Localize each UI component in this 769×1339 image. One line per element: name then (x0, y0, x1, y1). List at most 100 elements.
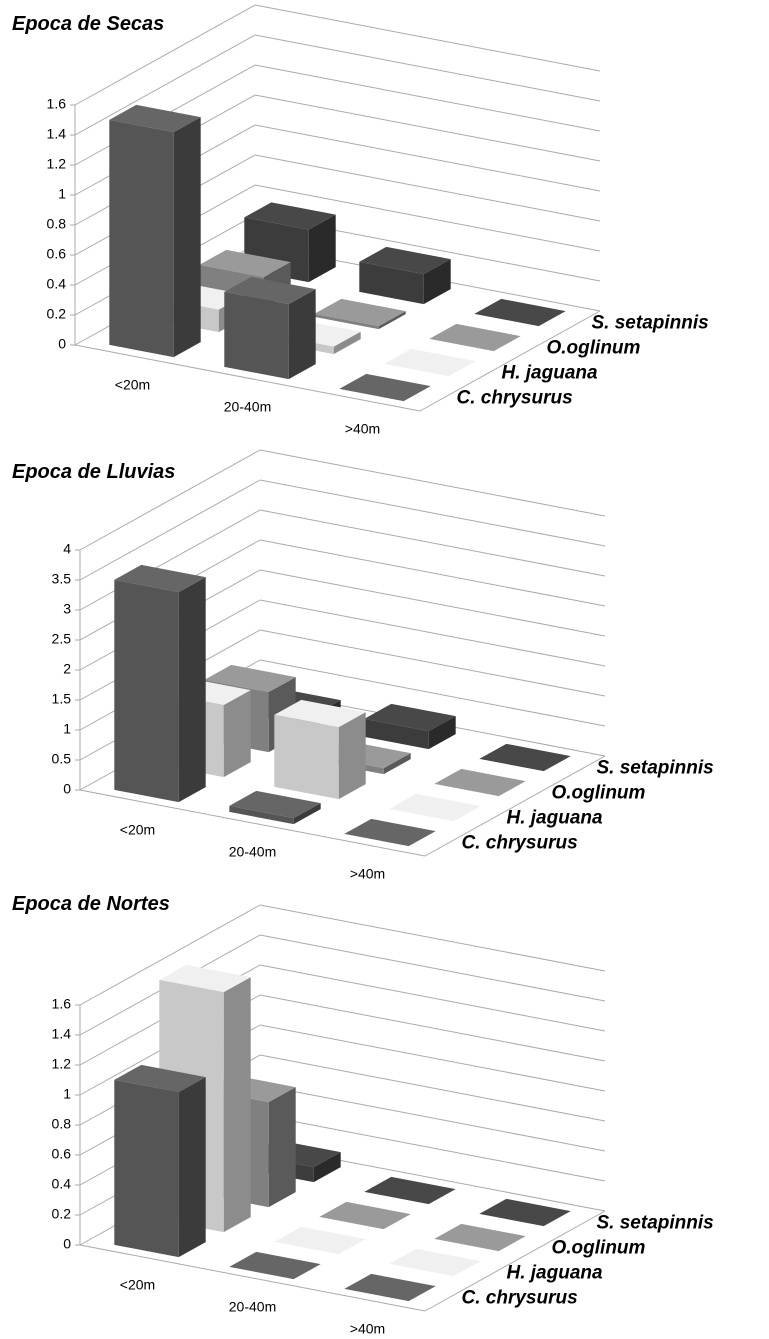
bar-front (109, 119, 174, 358)
chart: Epoca de Nortes 0 0.2 0.4 0.6 0.8 1 1.2 1.4 1.6 <2… (12, 893, 714, 1337)
grid-line (259, 569, 606, 637)
bar-side (428, 716, 456, 750)
bar (479, 1198, 571, 1227)
bar-top (479, 1198, 571, 1227)
bar-front (114, 579, 179, 803)
bar-side (333, 331, 361, 355)
y-tick-label: 3 (63, 601, 71, 617)
axis-line (424, 1210, 606, 1312)
y-tick-label: 1.2 (52, 1056, 72, 1072)
bar (114, 564, 206, 803)
bar (319, 1201, 411, 1230)
y-tick-label: 0.8 (47, 216, 67, 232)
series-label: C. chrysurus (457, 388, 573, 409)
y-tick-label: 1.5 (52, 691, 72, 707)
bar-top (224, 276, 316, 305)
grid-line (254, 184, 601, 252)
bar (389, 793, 481, 822)
bar-top (474, 298, 566, 327)
axis-line (74, 344, 421, 412)
bar (364, 703, 456, 750)
bar-side (178, 1077, 206, 1258)
bar (114, 1064, 206, 1258)
x-tick-label: <20m (120, 1277, 155, 1293)
bar-top (359, 246, 451, 275)
bar-top (114, 564, 206, 593)
bar-side (223, 977, 251, 1233)
bar (434, 768, 526, 797)
x-tick-label: >40m (350, 1321, 385, 1337)
y-tick-label: 0.5 (52, 751, 72, 767)
grid-line (254, 124, 601, 192)
bar-top (199, 249, 291, 278)
y-tick-label: 1.4 (47, 126, 67, 142)
y-tick-label: 4 (63, 541, 71, 557)
grid-line (259, 1084, 606, 1152)
y-tick-label: 0.4 (52, 1176, 72, 1192)
series-label: O.oglinum (552, 1238, 646, 1259)
chart-title: Epoca de Nortes (12, 893, 170, 915)
y-tick-label: 1.2 (47, 156, 67, 172)
bar (109, 104, 201, 358)
bar-side (338, 712, 366, 800)
bar-front (224, 291, 289, 380)
bar-front (114, 1079, 179, 1258)
grid-line (259, 964, 606, 1032)
bar-front (364, 718, 429, 750)
x-tick-label: 20-40m (229, 1299, 276, 1315)
bar-top (479, 743, 571, 772)
bar (224, 276, 316, 380)
bar-front (314, 313, 379, 330)
y-tick-label: 2.5 (52, 631, 72, 647)
x-tick-label: 20-40m (229, 844, 276, 860)
series-label: H. jaguana (507, 1263, 604, 1284)
y-tick-label: 0 (58, 336, 66, 352)
bar-top (434, 1223, 526, 1252)
chart-title: Epoca de Lluvias (12, 461, 175, 483)
bar-top (274, 699, 366, 728)
bar-top (319, 1201, 411, 1230)
bar-top (114, 1064, 206, 1093)
bar (384, 348, 476, 377)
grid-line (259, 509, 606, 577)
bar-side (223, 690, 251, 778)
y-tick-label: 2 (63, 661, 71, 677)
series-label: C. chrysurus (462, 1288, 578, 1309)
grid-line (259, 599, 606, 667)
grid-line (74, 4, 256, 106)
bar-side (308, 214, 336, 283)
series-label: H. jaguana (507, 808, 604, 829)
bar-top (204, 664, 296, 693)
bar-top (109, 104, 201, 133)
bar-top (384, 348, 476, 377)
bar-front (359, 261, 424, 305)
bar-side (383, 753, 411, 775)
bar-top (339, 373, 431, 402)
bar (474, 298, 566, 327)
bar-side (173, 117, 201, 358)
bar (364, 1176, 456, 1205)
grid-line (259, 659, 606, 727)
bar-top (229, 790, 321, 819)
bar (479, 743, 571, 772)
series-label: O.oglinum (547, 338, 641, 359)
axis-line (79, 789, 426, 857)
y-tick-label: 1 (63, 721, 71, 737)
bar (229, 1251, 321, 1280)
bar-top (389, 793, 481, 822)
grid-line (259, 479, 606, 547)
bar-side (293, 803, 321, 825)
bar (339, 373, 431, 402)
bar-top (434, 768, 526, 797)
y-tick-label: 0.6 (52, 1146, 72, 1162)
bar-top (159, 964, 251, 993)
bar-front (274, 714, 339, 800)
y-tick-label: 1 (58, 186, 66, 202)
chart: Epoca de Lluvias 0 0.5 1 1.5 2 2.5 3 3.5 4 <20m 20-… (12, 449, 714, 882)
grid-line (259, 1054, 606, 1122)
bar-side (313, 1152, 341, 1183)
y-tick-label: 0 (63, 781, 71, 797)
y-tick-label: 1.4 (52, 1026, 72, 1042)
x-tick-label: >40m (345, 421, 380, 437)
